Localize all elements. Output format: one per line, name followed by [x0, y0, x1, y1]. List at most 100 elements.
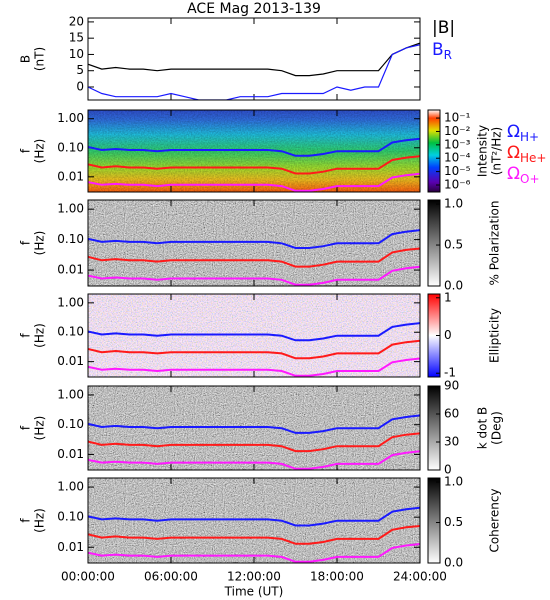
colorbar-label: Ellipticity [488, 308, 502, 363]
colorbar-tick-label: 10⁻³ [444, 137, 471, 151]
colorbar-tick-label: 60 [444, 407, 459, 421]
y-tick-label: 1.00 [57, 480, 84, 494]
colorbar [427, 477, 441, 564]
legend-label: |B| [432, 18, 455, 38]
plot-frame [87, 109, 421, 193]
x-axis-label: Time (UT) [224, 585, 284, 599]
y-tick-label: 0.01 [57, 169, 84, 183]
series-line [88, 414, 420, 434]
series-line [88, 339, 420, 360]
legend-label: ΩH+ [507, 122, 539, 144]
y-tick-label: 0.10 [57, 417, 84, 431]
series-line [88, 44, 420, 100]
series-line [88, 432, 420, 453]
y-axis-label: f [19, 148, 33, 153]
colorbar-label: k dot B [476, 407, 490, 449]
y-tick-label: 20 [69, 14, 84, 28]
y-tick-label: 1.00 [57, 387, 84, 401]
colorbar-label: Coherency [488, 488, 502, 552]
series-line [88, 172, 420, 192]
series-line [88, 357, 420, 377]
y-tick-label: 0.01 [57, 540, 84, 554]
y-tick-label: 1.00 [57, 111, 84, 125]
legend-name: Ω [507, 122, 520, 142]
y-tick-label: 15 [69, 31, 84, 45]
y-axis-label: (Hz) [33, 508, 47, 533]
plot-frame [87, 293, 421, 378]
y-axis-label: (Hz) [33, 323, 47, 348]
y-axis-label: (nT) [33, 47, 47, 71]
y-axis-label: f [19, 518, 33, 523]
series-line [88, 229, 420, 249]
series-line [88, 322, 420, 342]
y-tick-label: 0.10 [57, 140, 84, 154]
colorbar-tick-label: 0 [444, 463, 452, 477]
colorbar-label: Intensity [476, 125, 490, 177]
legend-subscript: H+ [520, 130, 539, 144]
colorbar-tick-label: 0.5 [444, 515, 463, 529]
colorbar-tick-label: 1.0 [444, 197, 463, 211]
y-axis-label: f [19, 425, 33, 430]
legend-subscript: R [444, 48, 452, 62]
series-line [88, 543, 420, 563]
y-tick-label: 0.10 [57, 232, 84, 246]
plot-frame [87, 17, 421, 101]
colorbar [427, 109, 441, 193]
y-axis-label: f [19, 240, 33, 245]
colorbar-tick-label: 0 [444, 328, 452, 342]
colorbar [427, 199, 441, 287]
y-axis-label: (Hz) [33, 231, 47, 256]
y-axis-label: (Hz) [33, 139, 47, 164]
plot-frame [87, 199, 421, 287]
y-tick-label: 1.00 [57, 202, 84, 216]
colorbar-tick-label: 30 [444, 435, 459, 449]
colorbar-tick-label: 10⁻¹ [444, 111, 471, 125]
legend-name: Ω [507, 143, 520, 163]
y-tick-label: 1.00 [57, 295, 84, 309]
legend-name: Ω [507, 164, 520, 184]
colorbar-tick-label: 0.5 [444, 238, 463, 252]
legend-label: ΩO+ [507, 164, 540, 186]
y-tick-label: 5 [76, 63, 84, 77]
y-tick-label: 0.10 [57, 510, 84, 524]
colorbar-label: (Deg) [490, 411, 504, 445]
colorbar-tick-label: 10⁻⁴ [444, 151, 471, 165]
y-tick-label: 0.01 [57, 354, 84, 368]
colorbar-label: (nT²/Hz) [490, 127, 504, 175]
y-tick-label: 0.10 [57, 325, 84, 339]
legend-label: BR [432, 40, 452, 62]
series-line [88, 42, 420, 77]
legend-label: ΩHe+ [507, 143, 546, 165]
chart-title: ACE Mag 2013-139 [187, 1, 321, 17]
series-line [88, 155, 420, 175]
colorbar [427, 385, 441, 471]
y-axis-label: (Hz) [33, 416, 47, 441]
colorbar-tick-label: 0.0 [444, 556, 463, 570]
plot-frame [87, 385, 421, 471]
x-tick-label: 12:00:00 [227, 570, 281, 584]
colorbar-tick-label: 1.0 [444, 475, 463, 489]
colorbar-tick-label: 1 [444, 290, 452, 304]
series-line [88, 265, 420, 286]
colorbar-label: % Polarization [488, 201, 502, 286]
series-line [88, 506, 420, 527]
series-line [88, 247, 420, 268]
colorbar-tick-label: 0.0 [444, 279, 463, 293]
legend-subscript: He+ [520, 151, 546, 165]
x-tick-label: 24:00:00 [393, 570, 447, 584]
legend-subscript: O+ [520, 172, 540, 186]
y-axis-label: f [19, 333, 33, 338]
series-line [88, 525, 420, 545]
plot-frame [87, 477, 421, 564]
colorbar-tick-label: 90 [444, 379, 459, 393]
y-tick-label: 0.01 [57, 447, 84, 461]
y-axis-label: B [19, 55, 33, 63]
colorbar-tick-label: -1 [444, 366, 456, 380]
y-tick-label: 0.01 [57, 263, 84, 277]
x-tick-label: 06:00:00 [144, 570, 198, 584]
y-tick-label: 10 [69, 47, 84, 61]
series-line [88, 450, 420, 470]
x-tick-label: 00:00:00 [61, 570, 115, 584]
colorbar-tick-label: 10⁻⁶ [444, 177, 471, 191]
